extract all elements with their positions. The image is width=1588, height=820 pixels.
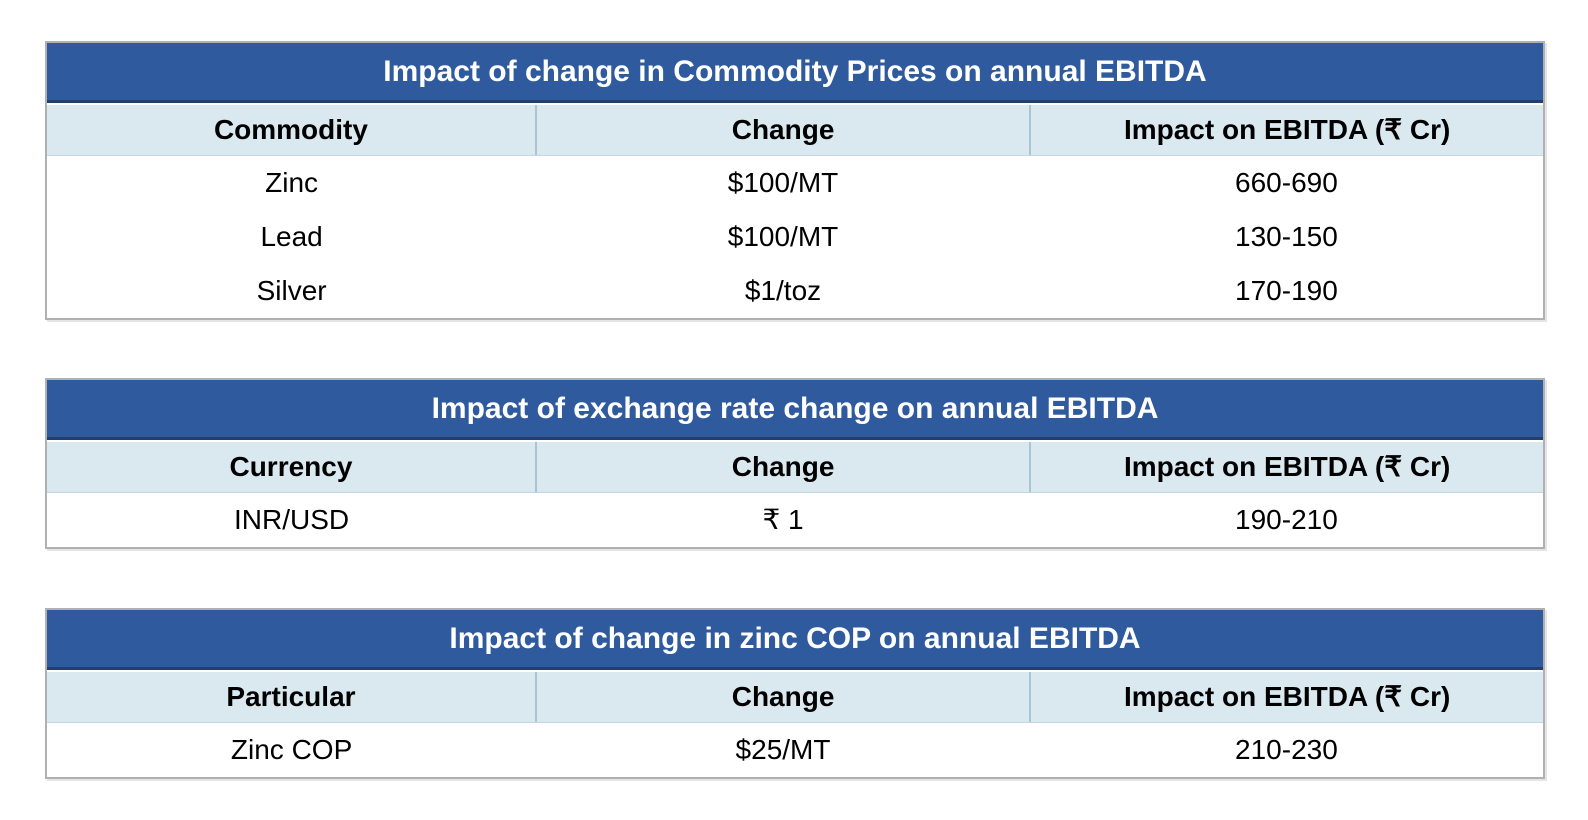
table-row: Lead $100/MT 130-150: [47, 210, 1543, 264]
cell-currency: INR/USD: [234, 504, 350, 535]
table-header-row: Commodity Change Impact on EBITDA (₹ Cr): [47, 105, 1543, 156]
cell-impact: 210-230: [1235, 734, 1338, 765]
table-row: Zinc COP $25/MT 210-230: [47, 723, 1543, 777]
table-title: Impact of exchange rate change on annual…: [47, 380, 1543, 440]
table-row: INR/USD ₹ 1 190-210: [47, 493, 1543, 547]
cell-change: $100/MT: [727, 167, 839, 198]
cell-change: $1/toz: [744, 275, 822, 306]
cell-commodity: Zinc: [265, 167, 319, 198]
table-zinc-cop: Impact of change in zinc COP on annual E…: [45, 608, 1545, 779]
table-title: Impact of change in Commodity Prices on …: [47, 43, 1543, 103]
cell-change: ₹ 1: [762, 504, 804, 535]
cell-particular: Zinc COP: [230, 734, 353, 765]
cell-impact: 190-210: [1235, 504, 1338, 535]
cell-change: $100/MT: [727, 221, 839, 252]
cell-impact: 660-690: [1235, 167, 1338, 198]
cell-impact: 170-190: [1235, 275, 1338, 306]
cell-change: $25/MT: [735, 734, 831, 765]
column-header-particular: Particular: [226, 681, 356, 712]
table-row: Silver $1/toz 170-190: [47, 264, 1543, 318]
cell-commodity: Lead: [260, 221, 323, 252]
column-header-impact: Impact on EBITDA (₹ Cr): [1029, 442, 1543, 492]
table-header-row: Particular Change Impact on EBITDA (₹ Cr…: [47, 672, 1543, 723]
table-row: Zinc $100/MT 660-690: [47, 156, 1543, 210]
column-header-impact: Impact on EBITDA (₹ Cr): [1029, 105, 1543, 155]
table-title: Impact of change in zinc COP on annual E…: [47, 610, 1543, 670]
column-header-currency: Currency: [229, 451, 353, 482]
column-header-change: Change: [534, 105, 1029, 155]
column-header-change: Change: [534, 672, 1029, 722]
table-commodity-prices: Impact of change in Commodity Prices on …: [45, 41, 1545, 320]
cell-commodity: Silver: [256, 275, 327, 306]
cell-impact: 130-150: [1235, 221, 1338, 252]
table-exchange-rate: Impact of exchange rate change on annual…: [45, 378, 1545, 549]
column-header-change: Change: [534, 442, 1029, 492]
table-header-row: Currency Change Impact on EBITDA (₹ Cr): [47, 442, 1543, 493]
column-header-commodity: Commodity: [213, 114, 368, 145]
column-header-impact: Impact on EBITDA (₹ Cr): [1029, 672, 1543, 722]
